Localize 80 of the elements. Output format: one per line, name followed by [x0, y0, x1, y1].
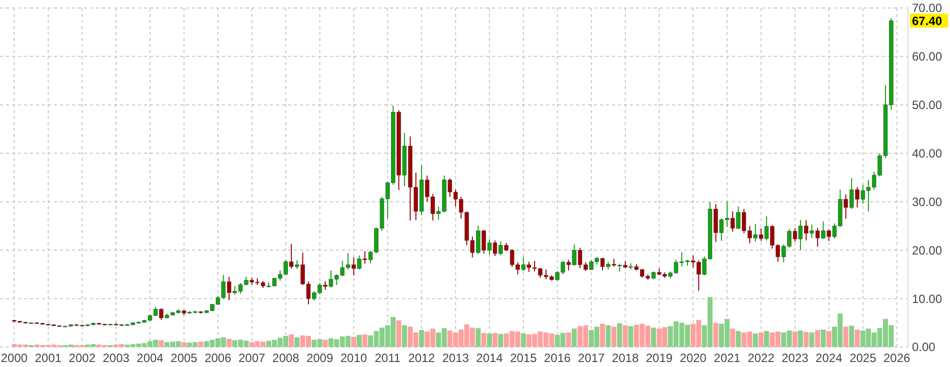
x-tick-label: 2012	[408, 351, 436, 365]
bar	[849, 326, 854, 347]
bar	[611, 326, 616, 347]
bar	[396, 320, 402, 347]
x-tick-label: 2018	[612, 351, 639, 365]
x-tick-label: 2002	[68, 351, 96, 365]
y-tick-label: 70.00	[912, 1, 942, 16]
bar	[628, 326, 634, 347]
y-tick-label: 60.00	[912, 50, 942, 64]
x-tick-label: 2007	[238, 351, 266, 365]
bar	[730, 328, 736, 347]
x-tick-label: 2001	[34, 351, 62, 365]
bar	[820, 330, 826, 347]
y-tick-label: 40.00	[912, 146, 942, 160]
bar	[713, 322, 718, 347]
bar	[492, 332, 498, 347]
bar	[843, 326, 848, 347]
bar	[600, 324, 606, 347]
x-tick-label: 2017	[578, 351, 606, 365]
bar	[288, 334, 294, 347]
bar	[351, 336, 356, 347]
bar	[498, 334, 504, 347]
x-tick-label: 2023	[782, 351, 809, 365]
bar	[419, 330, 424, 347]
bar	[804, 332, 809, 347]
x-tick-label: 2010	[340, 351, 368, 365]
bar	[798, 330, 803, 347]
y-tick-label: 0.00	[912, 340, 936, 354]
bar	[486, 333, 492, 347]
bar	[792, 332, 798, 347]
annotation: 67.40	[912, 14, 942, 28]
x-tick-label: 2003	[102, 351, 130, 365]
bar	[815, 330, 820, 347]
x-tick-label: 2014	[476, 351, 504, 365]
y-tick-label: 50.00	[912, 98, 942, 112]
x-tick-label: 2005	[170, 351, 198, 365]
x-tick-label: 2004	[136, 351, 164, 365]
x-tick-label: 2006	[204, 351, 232, 365]
bar	[764, 331, 770, 347]
x-tick-label: 2015	[510, 351, 538, 365]
bar	[606, 325, 611, 347]
bar	[294, 337, 300, 347]
x-tick-label: 2021	[714, 351, 741, 365]
x-tick-label: 2016	[544, 351, 572, 365]
bar	[322, 340, 328, 347]
bar	[572, 328, 577, 347]
x-tick-label: 2000	[0, 351, 28, 365]
bar	[622, 325, 628, 347]
x-tick-label: 2022	[748, 351, 775, 365]
x-tick-label: 2025	[850, 351, 877, 365]
x-tick-label: 2024	[816, 351, 843, 365]
bar	[520, 333, 526, 347]
bar	[356, 334, 362, 347]
bar	[182, 342, 187, 347]
x-tick-label: 2026	[883, 351, 911, 365]
bar	[651, 328, 656, 347]
bar	[617, 323, 622, 347]
bar	[158, 340, 164, 347]
bar	[476, 328, 481, 347]
x-tick-label: 2013	[442, 351, 470, 365]
bar	[758, 332, 764, 347]
x-tick-label: 2011	[374, 351, 401, 365]
y-tick-label: 10.00	[912, 292, 942, 306]
bar	[198, 342, 204, 347]
bar	[402, 325, 407, 347]
x-tick-label: 2008	[272, 351, 300, 365]
x-tick-label: 2020	[680, 351, 707, 365]
bar	[362, 334, 368, 347]
bar	[752, 333, 758, 347]
x-tick-label: 2019	[646, 351, 673, 365]
bar	[736, 331, 741, 347]
bar	[809, 332, 814, 347]
bar	[226, 338, 232, 347]
bar	[826, 331, 832, 347]
bar	[566, 332, 572, 347]
bar	[481, 332, 486, 347]
y-tick-label: 20.00	[912, 243, 942, 258]
y-tick-label: 30.00	[912, 194, 942, 209]
bar	[854, 330, 860, 347]
x-tick-label: 2009	[306, 351, 334, 365]
